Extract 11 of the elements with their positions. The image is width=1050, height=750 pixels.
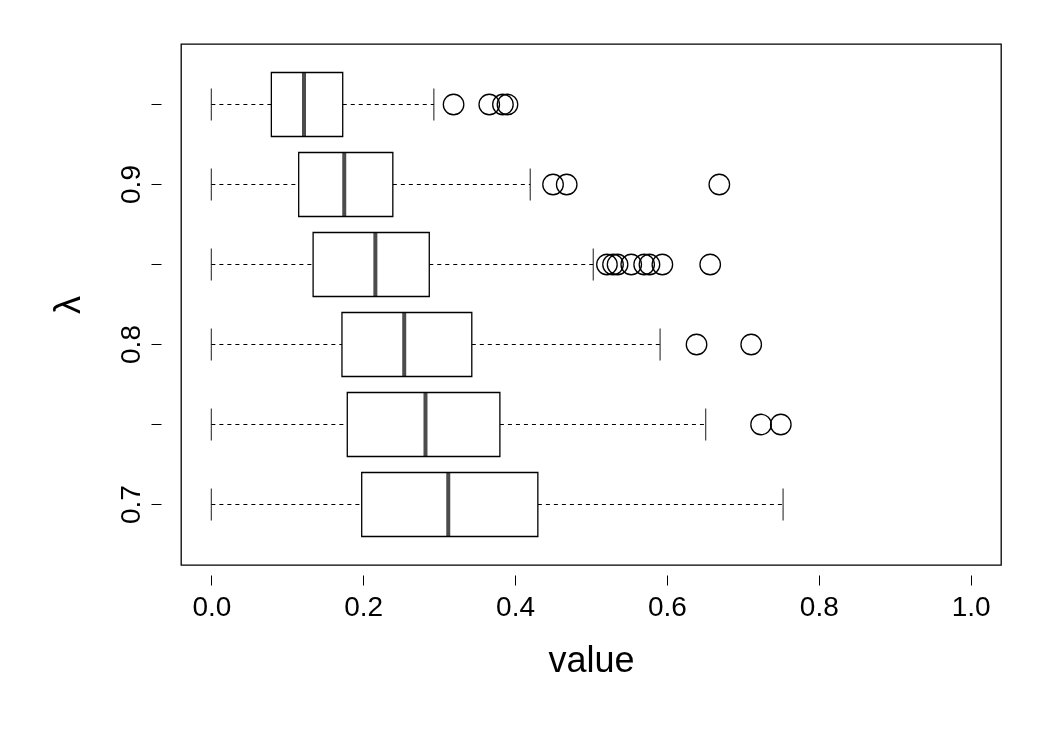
y-tick-label: 0.9: [114, 165, 146, 204]
x-tick-label: 0.2: [344, 590, 384, 622]
y-axis-title: λ: [46, 296, 88, 314]
x-tick-label: 0.8: [799, 590, 839, 622]
x-tick-label: 1.0: [951, 590, 991, 622]
x-tick-label: 0.6: [647, 590, 687, 622]
x-axis-title: value: [548, 638, 635, 680]
x-tick-label: 0.4: [496, 590, 536, 622]
x-tick-label: 0.0: [192, 590, 232, 622]
y-tick-label: 0.7: [114, 485, 146, 524]
y-tick-label: 0.8: [114, 325, 146, 364]
